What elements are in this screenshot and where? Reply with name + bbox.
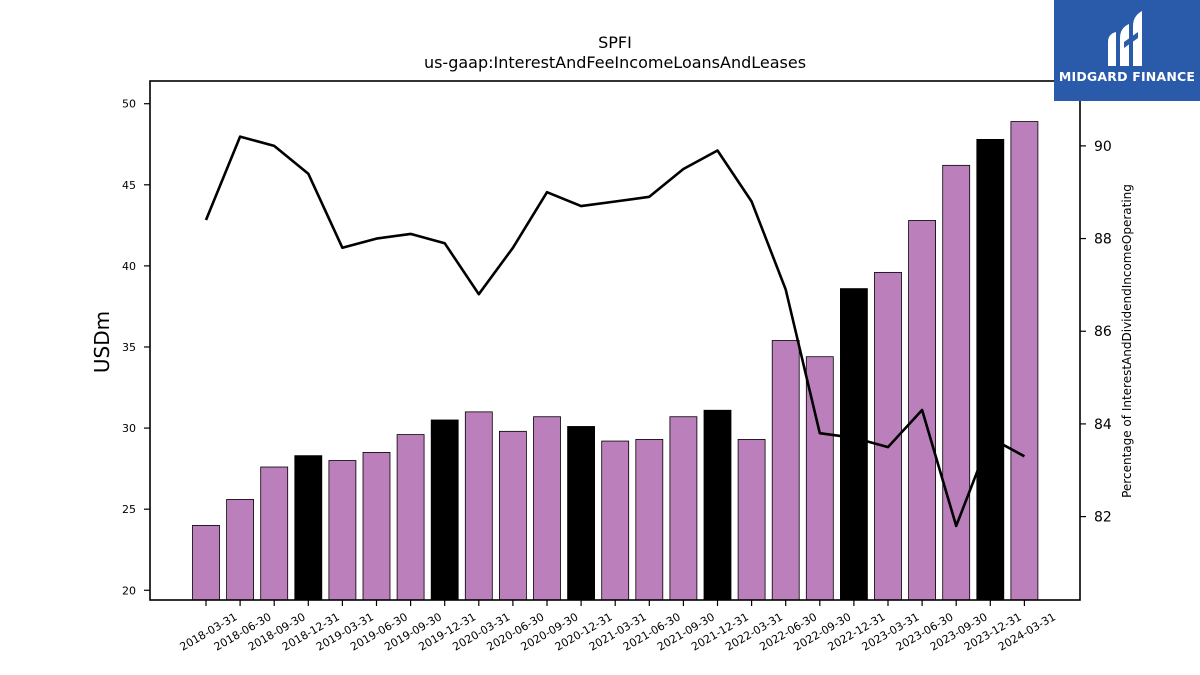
chart-subtitle: us-gaap:InterestAndFeeIncomeLoansAndLeas…: [423, 53, 807, 72]
bar-2018-06-30: [226, 499, 255, 601]
y-tick-label-50: 50: [122, 98, 136, 111]
y-tick-label-30: 30: [122, 422, 136, 435]
logo: MIDGARD FINANCE: [1054, 0, 1200, 101]
bar-2022-12-31: [840, 288, 868, 601]
y-tick-label-45: 45: [122, 179, 136, 192]
bar-2023-12-31: [976, 138, 1005, 601]
y-tick-label-20: 20: [122, 584, 136, 597]
bar-2018-12-31: [294, 455, 323, 601]
bar-2018-09-30: [260, 466, 289, 601]
bars-group: [192, 121, 1039, 601]
bar-2023-09-30: [942, 164, 971, 601]
line-group: [204, 135, 1026, 528]
bar-2019-12-31: [430, 419, 459, 601]
y-tick-label-25: 25: [122, 503, 136, 516]
y2-tick-label-84: 84: [1094, 417, 1112, 433]
bar-2021-09-30: [669, 416, 698, 601]
y2-tick-label-82: 82: [1094, 510, 1112, 526]
bar-2020-12-31: [567, 426, 595, 601]
bar-2022-06-30: [771, 340, 800, 601]
y-tick-label-40: 40: [122, 260, 136, 273]
bar-2019-06-30: [362, 452, 391, 601]
bar-2019-09-30: [396, 434, 425, 601]
y2-tick-label-86: 86: [1094, 324, 1112, 340]
bar-2022-03-31: [737, 439, 766, 601]
y2-tick-label-90: 90: [1094, 139, 1112, 155]
logo-text: MIDGARD FINANCE: [1058, 69, 1196, 84]
logo-mark-icon: [1108, 11, 1142, 66]
bar-2020-09-30: [533, 416, 561, 601]
bar-2024-03-31: [1010, 121, 1039, 601]
bar-2021-12-31: [703, 409, 732, 601]
bar-2019-03-31: [328, 460, 357, 601]
chart-title: SPFI: [598, 33, 632, 52]
y2-tick-label-88: 88: [1094, 232, 1112, 248]
bar-2020-03-31: [464, 411, 493, 601]
bar-2020-06-30: [498, 430, 527, 601]
bar-2018-03-31: [192, 524, 220, 601]
y-tick-label-35: 35: [122, 341, 136, 354]
bar-2021-03-31: [601, 440, 630, 601]
y-axis-label: USDm: [90, 310, 114, 374]
bar-2021-06-30: [635, 439, 664, 601]
y2-axis-label: Percentage of InterestAndDividendIncomeO…: [1120, 184, 1134, 498]
